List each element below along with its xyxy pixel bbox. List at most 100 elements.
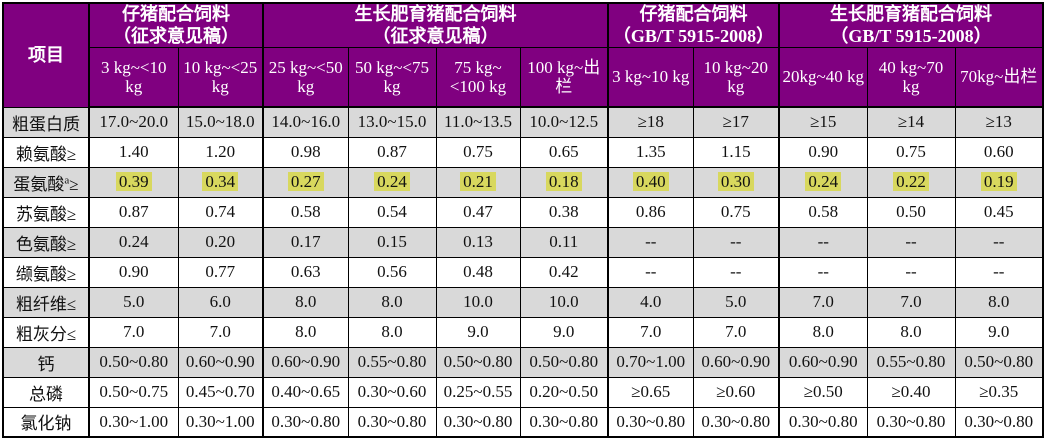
highlighted-value: 0.24 xyxy=(805,172,842,192)
value-cell: -- xyxy=(954,256,1044,288)
value-cell: -- xyxy=(866,256,956,288)
group-header-piglet-draft: 仔猪配合饲料 （征求意见稿） xyxy=(88,2,264,49)
value-cell: 0.77 xyxy=(177,256,264,288)
column-header: 3 kg~<10 kg xyxy=(88,47,179,109)
value-cell: 0.30~0.80 xyxy=(954,406,1044,438)
value-cell: -- xyxy=(778,226,868,258)
value-cell: 0.63 xyxy=(262,256,349,288)
row-label: 赖氨酸≥ xyxy=(2,136,90,168)
corner-header-item: 项目 xyxy=(2,2,90,108)
row-label: 总磷 xyxy=(2,376,90,408)
table-body: 粗蛋白质 17.0~20.0 15.0~18.0 14.0~16.0 13.0~15.0… xyxy=(2,106,1044,438)
value-cell: 0.30~0.80 xyxy=(347,406,437,438)
value-cell: 0.50~0.80 xyxy=(519,346,609,378)
group-title: 仔猪配合饲料 xyxy=(639,4,748,24)
table-row: 赖氨酸≥ 1.40 1.20 0.98 0.87 0.75 0.65 1.35 1.15 0.90… xyxy=(2,136,1044,168)
value-cell: ≥0.65 xyxy=(607,376,694,408)
value-cell: 0.55~0.80 xyxy=(866,346,956,378)
value-cell: 4.0 xyxy=(607,286,694,318)
table-row: 粗纤维≤ 5.0 6.0 8.0 8.0 10.0 10.0 4.0 5.0 7.0 7.0 8.0 xyxy=(2,286,1044,318)
value-cell: 0.60~0.90 xyxy=(778,346,868,378)
value-cell: 0.56 xyxy=(347,256,437,288)
column-header: 25 kg~<50 kg xyxy=(262,47,349,109)
value-cell: 0.25~0.55 xyxy=(435,376,521,408)
value-cell: 0.30~0.80 xyxy=(866,406,956,438)
value-cell: 0.65 xyxy=(519,136,609,168)
value-cell: 0.60 xyxy=(954,136,1044,168)
value-cell: 10.0 xyxy=(519,286,609,318)
table-row: 苏氨酸≥ 0.87 0.74 0.58 0.54 0.47 0.38 0.86 0.75 0.58… xyxy=(2,196,1044,228)
value-cell: 0.24 xyxy=(347,166,437,198)
value-cell: 0.50~0.80 xyxy=(435,346,521,378)
column-header: 50 kg~<75 kg xyxy=(347,47,437,109)
value-cell: 0.20~0.50 xyxy=(519,376,609,408)
highlighted-value: 0.24 xyxy=(374,172,410,192)
row-label: 氯化钠 xyxy=(2,406,90,438)
value-cell: 17.0~20.0 xyxy=(88,106,179,138)
value-cell: 9.0 xyxy=(435,316,521,348)
value-cell: 8.0 xyxy=(262,286,349,318)
value-cell: 0.30~0.80 xyxy=(262,406,349,438)
value-cell: 0.74 xyxy=(177,196,264,228)
value-cell: -- xyxy=(866,226,956,258)
row-label: 粗蛋白质 xyxy=(2,106,90,138)
value-cell: 0.60~0.90 xyxy=(692,346,780,378)
value-cell: 0.39 xyxy=(88,166,179,198)
value-cell: 0.75 xyxy=(435,136,521,168)
value-cell: 6.0 xyxy=(177,286,264,318)
value-cell: 14.0~16.0 xyxy=(262,106,349,138)
value-cell: 0.11 xyxy=(519,226,609,258)
value-cell: 0.15 xyxy=(347,226,437,258)
value-cell: 7.0 xyxy=(177,316,264,348)
value-cell: 0.34 xyxy=(177,166,264,198)
value-cell: 0.50~0.75 xyxy=(88,376,179,408)
value-cell: 0.45 xyxy=(954,196,1044,228)
value-cell: -- xyxy=(607,256,694,288)
column-header: 100 kg~出栏 xyxy=(519,47,609,109)
value-cell: 0.24 xyxy=(778,166,868,198)
value-cell: 0.87 xyxy=(347,136,437,168)
table-row: 钙 0.50~0.80 0.60~0.90 0.60~0.90 0.55~0.80 0.5… xyxy=(2,346,1044,378)
row-label: 蛋氨酸a≥ xyxy=(2,166,90,198)
value-cell: -- xyxy=(692,226,780,258)
value-cell: 0.58 xyxy=(778,196,868,228)
group-header-row: 项目 仔猪配合饲料 （征求意见稿） 生长肥育猪配合饲料 （征求意见稿） 仔猪配合… xyxy=(2,2,1044,108)
value-cell: ≥18 xyxy=(607,106,694,138)
feed-standards-table: 项目 仔猪配合饲料 （征求意见稿） 生长肥育猪配合饲料 （征求意见稿） 仔猪配合… xyxy=(2,2,1044,439)
row-label: 缬氨酸≥ xyxy=(2,256,90,288)
value-cell: 0.87 xyxy=(88,196,179,228)
table-row: 蛋氨酸a≥ 0.39 0.34 0.27 0.24 0.21 0.18 0.40 0.30 0.2… xyxy=(2,166,1044,198)
value-cell: 0.47 xyxy=(435,196,521,228)
column-header: 40 kg~70 kg xyxy=(866,47,956,109)
highlighted-value: 0.22 xyxy=(893,172,929,192)
table-row: 总磷 0.50~0.75 0.45~0.70 0.40~0.65 0.30~0.60 0.… xyxy=(2,376,1044,408)
value-cell: -- xyxy=(954,226,1044,258)
value-cell: 0.50~0.80 xyxy=(88,346,179,378)
value-cell: 0.30~0.80 xyxy=(607,406,694,438)
value-cell: 7.0 xyxy=(88,316,179,348)
table-row: 色氨酸≥ 0.24 0.20 0.17 0.15 0.13 0.11 -- -- -- -- -- xyxy=(2,226,1044,258)
value-cell: 0.30~1.00 xyxy=(177,406,264,438)
column-header: 10 kg~20 kg xyxy=(692,47,780,109)
row-label: 粗灰分≤ xyxy=(2,316,90,348)
value-cell: 0.86 xyxy=(607,196,694,228)
row-label: 钙 xyxy=(2,346,90,378)
table-row: 氯化钠 0.30~1.00 0.30~1.00 0.30~0.80 0.30~0.80 0… xyxy=(2,406,1044,438)
value-cell: 0.22 xyxy=(866,166,956,198)
group-header-grower-gbt: 生长肥育猪配合饲料 （GB/T 5915-2008） xyxy=(778,2,1044,49)
value-cell: 0.55~0.80 xyxy=(347,346,437,378)
value-cell: 0.70~1.00 xyxy=(607,346,694,378)
value-cell: 0.13 xyxy=(435,226,521,258)
value-cell: 0.40 xyxy=(607,166,694,198)
value-cell: 0.40~0.65 xyxy=(262,376,349,408)
value-cell: 0.21 xyxy=(435,166,521,198)
value-cell: 9.0 xyxy=(954,316,1044,348)
value-cell: 5.0 xyxy=(88,286,179,318)
value-cell: 1.40 xyxy=(88,136,179,168)
table-row: 粗蛋白质 17.0~20.0 15.0~18.0 14.0~16.0 13.0~15.0… xyxy=(2,106,1044,138)
value-cell: 0.98 xyxy=(262,136,349,168)
value-cell: 11.0~13.5 xyxy=(435,106,521,138)
row-label: 苏氨酸≥ xyxy=(2,196,90,228)
value-cell: 0.38 xyxy=(519,196,609,228)
value-cell: 0.50~0.80 xyxy=(954,346,1044,378)
